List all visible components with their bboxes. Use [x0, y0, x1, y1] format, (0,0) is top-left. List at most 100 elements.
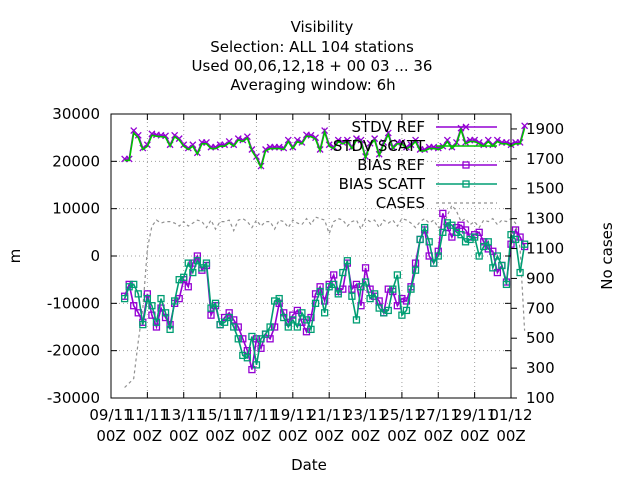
data-point-stdv-ref — [521, 122, 529, 130]
data-point-bias-ref — [289, 311, 297, 319]
grid — [111, 114, 511, 398]
x-tick-label-hour: 00Z — [424, 427, 453, 445]
x-tick-label-hour: 00Z — [133, 427, 162, 445]
data-point-bias-scatt — [157, 294, 165, 303]
series-bias-ref — [120, 209, 529, 374]
data-point-bias-scatt — [475, 252, 483, 260]
y-axis-label: m — [6, 249, 24, 264]
data-point-bias-scatt — [261, 330, 270, 338]
data-point-bias-scatt — [493, 252, 502, 260]
data-point-bias-scatt — [402, 306, 411, 315]
data-point-stdv-ref — [371, 135, 379, 143]
x-tick-label-date: 11/11 — [126, 406, 169, 424]
data-point-bias-scatt — [520, 240, 529, 248]
data-point-bias-scatt — [220, 318, 229, 326]
data-point-bias-scatt — [457, 231, 465, 239]
x-tick-label-hour: 00Z — [205, 427, 234, 445]
data-point-bias-scatt — [439, 228, 447, 236]
data-point-bias-ref — [493, 268, 502, 277]
x-tick-label-date: 13/11 — [162, 406, 205, 424]
data-point-stdv-ref — [443, 136, 451, 144]
y2-tick-label: 100 — [526, 389, 555, 407]
data-point-bias-scatt — [489, 264, 497, 272]
data-point-bias-scatt — [225, 313, 233, 322]
data-point-bias-scatt — [375, 304, 383, 312]
x-tick-label-hour: 00Z — [496, 427, 525, 445]
x-axis-ticks: 09/1100Z11/1100Z13/1100Z15/1100Z17/1100Z… — [89, 114, 533, 445]
data-point-bias-ref — [461, 226, 470, 234]
y2-tick-label: 1100 — [526, 240, 564, 258]
legend-label: BIAS SCATT — [339, 175, 426, 193]
y2-tick-label: 500 — [526, 329, 555, 347]
data-point-bias-scatt — [343, 257, 352, 265]
y-tick-label: -20000 — [47, 342, 100, 360]
data-point-bias-scatt — [143, 294, 152, 303]
data-point-bias-scatt — [320, 309, 329, 317]
legend-marker — [462, 180, 470, 188]
y-axis-ticks: -30000 -20000 -10000 0 10000 20000 30000 — [47, 105, 511, 407]
y2-tick-label: 1700 — [526, 150, 564, 168]
data-point-bias-scatt — [516, 268, 524, 277]
data-point-bias-scatt — [298, 309, 306, 317]
y2-tick-label: 1500 — [526, 180, 564, 198]
data-point-bias-scatt — [430, 259, 438, 267]
series-line-stdv-scatt — [124, 126, 526, 170]
data-point-stdv-ref — [134, 131, 142, 139]
data-point-bias-scatt — [134, 290, 142, 298]
x-tick-label-hour: 00Z — [278, 427, 307, 445]
data-point-bias-scatt — [120, 294, 129, 303]
data-point-bias-scatt — [170, 297, 179, 305]
data-point-bias-scatt — [361, 278, 370, 286]
data-point-bias-scatt — [316, 287, 324, 296]
data-point-bias-scatt — [234, 335, 242, 343]
title-line-2: Selection: ALL 104 stations — [210, 38, 414, 56]
data-point-bias-scatt — [425, 238, 433, 246]
data-point-bias-ref — [457, 221, 465, 229]
y-tick-label: -10000 — [47, 294, 100, 312]
data-point-bias-scatt — [193, 257, 202, 265]
data-point-bias-scatt — [502, 280, 511, 289]
data-point-bias-scatt — [407, 285, 415, 293]
x-tick-label-date: 25/11 — [380, 406, 423, 424]
data-point-bias-scatt — [470, 233, 479, 241]
data-point-bias-ref — [234, 323, 242, 331]
data-point-bias-scatt — [257, 335, 265, 343]
series-stdv-scatt — [124, 126, 526, 170]
data-point-bias-scatt — [480, 242, 488, 251]
data-point-bias-scatt — [352, 316, 361, 324]
y2-axis-ticks: 100 300 500 700 900 1100 1300 1500 1700 1900 — [511, 120, 564, 407]
data-point-bias-scatt — [243, 354, 252, 362]
data-point-bias-scatt — [448, 221, 456, 229]
legend-label: STDV SCATT — [333, 137, 426, 155]
x-tick-label-hour: 00Z — [460, 427, 489, 445]
data-point-stdv-ref — [184, 144, 192, 152]
data-point-stdv-ref — [262, 146, 270, 153]
data-point-bias-scatt — [266, 323, 274, 331]
x-axis-label: Date — [291, 456, 327, 474]
data-point-bias-scatt — [311, 299, 320, 307]
data-point-bias-scatt — [511, 235, 520, 244]
data-point-bias-ref — [143, 290, 152, 298]
data-point-bias-ref — [257, 344, 265, 352]
data-point-bias-scatt — [130, 280, 138, 289]
data-point-bias-ref — [184, 283, 192, 291]
data-point-bias-ref — [480, 238, 488, 246]
y-tick-label: 0 — [90, 247, 100, 265]
data-point-bias-ref — [248, 365, 256, 374]
data-point-bias-ref — [270, 323, 279, 331]
data-point-bias-scatt — [148, 302, 156, 310]
data-point-bias-scatt — [284, 323, 292, 331]
data-point-bias-ref — [152, 323, 161, 331]
data-point-bias-scatt — [420, 223, 429, 232]
data-point-bias-scatt — [152, 318, 161, 326]
data-point-bias-ref — [439, 209, 447, 218]
data-point-bias-scatt — [180, 273, 188, 281]
data-point-bias-ref — [207, 311, 215, 319]
data-point-bias-scatt — [211, 299, 220, 307]
title-line-4: Averaging window: 6h — [230, 76, 395, 94]
x-tick-label-date: 19/11 — [271, 406, 314, 424]
series-cases — [124, 204, 526, 388]
data-point-bias-scatt — [393, 271, 402, 279]
